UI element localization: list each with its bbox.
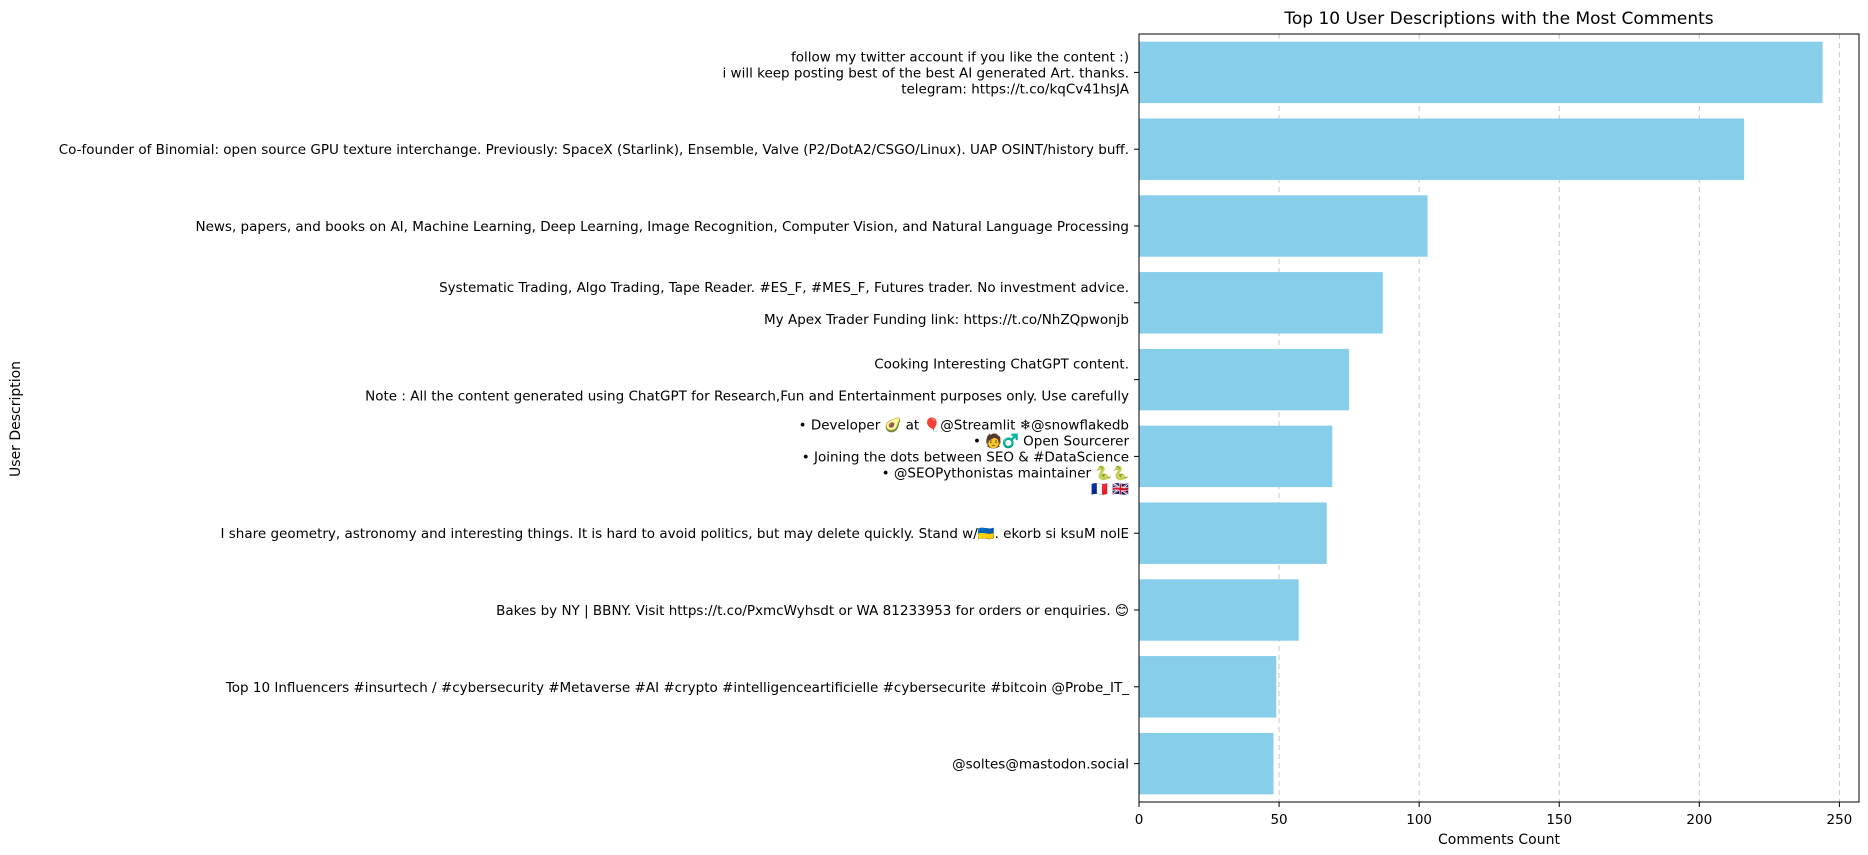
bar-9	[1139, 656, 1277, 718]
plot-border	[1138, 33, 1860, 803]
y-tick-label-9: Top 10 Influencers #insurtech / #cyberse…	[225, 680, 1129, 696]
bar-2	[1139, 118, 1745, 180]
x-tick-label-0: 0	[1135, 812, 1144, 828]
x-axis-ticks: 0 50 100 150 200 250	[1135, 802, 1852, 828]
y-tick-label-6: • Developer 🥑 at 🎈@Streamlit ❄@snowflake…	[799, 415, 1130, 497]
y-axis-label: User Description	[8, 361, 24, 477]
bar-1	[1139, 41, 1823, 104]
y-tick-label-8: Bakes by NY | BBNY. Visit https://t.co/P…	[496, 603, 1129, 619]
bar-3	[1139, 195, 1428, 257]
chart-title: Top 10 User Descriptions with the Most C…	[1283, 9, 1713, 29]
plot-frame	[1138, 33, 1860, 803]
y-tick-label-1: follow my twitter account if you like th…	[722, 49, 1129, 97]
y-tick-label-5: Cooking Interesting ChatGPT content. Note…	[365, 357, 1129, 405]
bar-5	[1139, 348, 1350, 411]
x-tick-label-4: 200	[1686, 812, 1712, 828]
bar-6	[1139, 425, 1333, 488]
bars	[1139, 41, 1823, 795]
y-tick-label-3: News, papers, and books on AI, Machine L…	[195, 219, 1129, 235]
y-tick-label-7: I share geometry, astronomy and interest…	[221, 526, 1130, 542]
y-tick-label-4: Systematic Trading, Algo Trading, Tape R…	[439, 280, 1129, 328]
y-tick-label-10: @soltes@mastodon.social	[952, 757, 1129, 773]
x-tick-label-5: 250	[1826, 812, 1852, 828]
bar-7	[1139, 502, 1327, 564]
x-axis-label: Comments Count	[1438, 832, 1560, 848]
x-tick-label-2: 100	[1406, 812, 1432, 828]
y-tick-label-2: Co-founder of Binomial: open source GPU …	[59, 142, 1129, 158]
bar-10	[1139, 732, 1274, 795]
x-tick-label-3: 150	[1546, 812, 1572, 828]
bar-4	[1139, 272, 1383, 334]
x-tick-label-1: 50	[1270, 812, 1287, 828]
y-axis-ticks: follow my twitter account if you like th…	[59, 49, 1139, 773]
bar-8	[1139, 579, 1299, 641]
